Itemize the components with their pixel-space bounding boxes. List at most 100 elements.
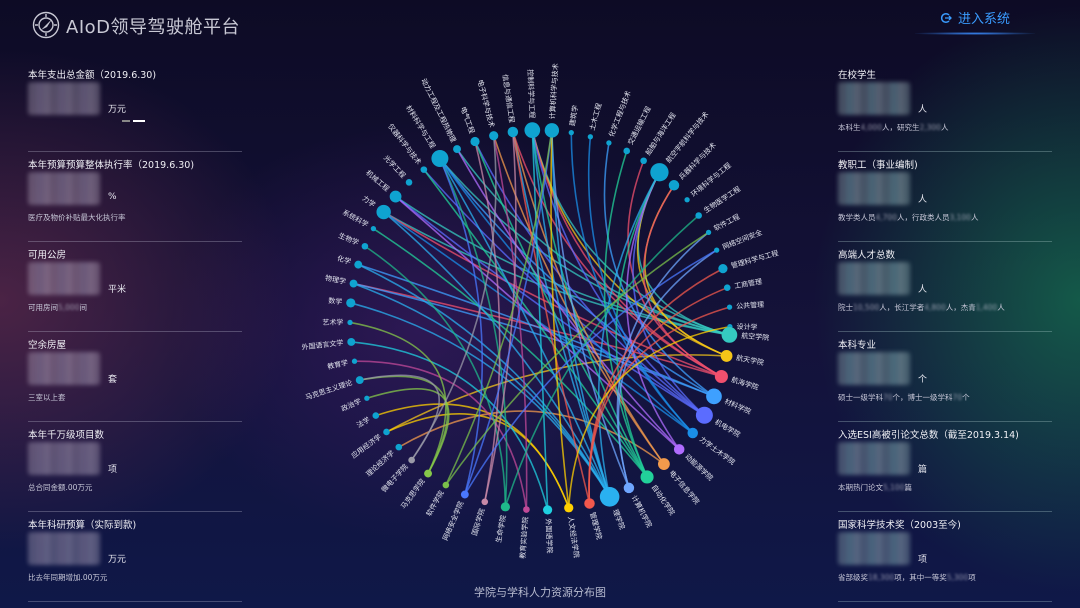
detail-text: 篇 <box>904 483 912 492</box>
chord-node[interactable] <box>354 260 363 269</box>
chord-link <box>439 158 611 498</box>
chord-node[interactable] <box>489 131 499 141</box>
chord-node[interactable] <box>346 298 356 308</box>
chord-node[interactable] <box>364 395 370 401</box>
stat-title: 国家科学技术奖（2003至今) <box>838 520 961 531</box>
chord-node[interactable] <box>543 505 553 515</box>
chord-node[interactable] <box>723 284 731 291</box>
chord-node[interactable] <box>587 134 594 140</box>
chord-node[interactable] <box>431 150 449 168</box>
chord-node[interactable] <box>640 470 654 484</box>
stat-card: 本年预算预算整体执行率（2019.6.30) % 医疗及物价补贴最大化执行率 <box>28 152 242 242</box>
chord-node[interactable] <box>606 140 612 146</box>
chord-link <box>439 158 508 507</box>
chord-node[interactable] <box>424 469 433 478</box>
chord-node[interactable] <box>684 197 690 203</box>
chord-node[interactable] <box>405 179 413 186</box>
chord-node-label: 自动化学院 <box>650 483 677 517</box>
chord-node[interactable] <box>721 327 738 343</box>
stat-unit: 套 <box>108 375 118 385</box>
chord-node[interactable] <box>687 427 698 439</box>
chord-node[interactable] <box>453 145 461 154</box>
stat-card: 空余房屋 套三室以上套 <box>28 332 242 422</box>
chord-link <box>439 158 483 495</box>
chord-node-label: 工商管理 <box>734 277 763 291</box>
chord-node[interactable] <box>695 406 713 424</box>
enter-underline-glow <box>915 32 1035 35</box>
detail-text: .00万元 <box>80 573 108 582</box>
chord-node[interactable] <box>349 279 358 288</box>
stat-card: 可用公房 平米 可用房间5,000间 <box>28 242 242 332</box>
chord-node[interactable] <box>383 428 390 436</box>
chord-node[interactable] <box>695 212 702 219</box>
chord-link <box>445 231 710 486</box>
detail-text: 人，研究生 <box>881 123 920 132</box>
chord-node[interactable] <box>351 358 358 364</box>
chord-node[interactable] <box>370 226 377 232</box>
detail-text: 总合同金额 <box>28 483 66 492</box>
chord-node[interactable] <box>408 456 415 464</box>
chord-node[interactable] <box>442 481 450 489</box>
chord-link <box>550 130 570 508</box>
carousel-dot-active[interactable] <box>133 120 145 122</box>
chord-node[interactable] <box>481 498 489 506</box>
chord-node[interactable] <box>361 242 369 250</box>
stat-card: 本年科研预算（实际到款) 万元 比去年同期增加.00万元 <box>28 512 242 602</box>
chord-node[interactable] <box>640 157 647 165</box>
enter-system-label: 进入系统 <box>958 12 1011 27</box>
stat-card: 在校学生 人本科生4,000人，研究生2,300人 <box>838 62 1052 152</box>
detail-text: 套 <box>58 393 66 402</box>
stat-detail: 比去年同期增加.00万元 <box>28 572 107 583</box>
chord-node[interactable] <box>523 506 530 513</box>
chord-link <box>410 135 497 461</box>
chord-node[interactable] <box>714 369 728 384</box>
enter-system-button[interactable]: 进入系统 <box>940 8 1010 27</box>
chord-node[interactable] <box>347 337 356 346</box>
chord-node-label: 管理科学与工程 <box>730 248 780 270</box>
detail-value: 1,400 <box>975 303 998 312</box>
chord-node[interactable] <box>420 166 428 173</box>
chord-node[interactable] <box>524 122 541 139</box>
chord-node[interactable] <box>718 264 728 274</box>
chord-node[interactable] <box>657 458 670 470</box>
chord-link <box>353 282 715 398</box>
chord-link <box>551 130 611 498</box>
chord-node[interactable] <box>720 350 733 362</box>
chord-node[interactable] <box>706 388 722 405</box>
chord-node[interactable] <box>673 444 685 455</box>
chord-node[interactable] <box>726 304 733 310</box>
chord-node[interactable] <box>623 482 635 494</box>
chord-node[interactable] <box>507 126 519 138</box>
chord-node-label: 生命学院 <box>494 514 508 543</box>
chord-node[interactable] <box>564 503 574 513</box>
chord-node[interactable] <box>623 147 631 155</box>
chord-node[interactable] <box>460 490 469 499</box>
chord-link <box>531 129 705 416</box>
chord-node[interactable] <box>668 180 680 191</box>
chord-node[interactable] <box>544 123 560 138</box>
carousel-dot[interactable] <box>122 120 130 122</box>
stat-title: 本年预算预算整体执行率（2019.6.30) <box>28 160 195 171</box>
stat-value-blurred <box>838 442 910 475</box>
chord-node[interactable] <box>376 204 391 220</box>
chord-node[interactable] <box>355 376 364 384</box>
carousel-indicator[interactable] <box>122 120 145 122</box>
chord-node[interactable] <box>372 412 380 419</box>
chord-node[interactable] <box>347 319 353 326</box>
chord-node[interactable] <box>568 129 574 136</box>
chord-node[interactable] <box>650 163 669 182</box>
chord-node[interactable] <box>470 136 480 147</box>
chord-node[interactable] <box>599 486 620 507</box>
chord-link <box>395 195 705 416</box>
chord-link <box>464 130 553 495</box>
chord-node[interactable] <box>500 502 510 512</box>
chord-node[interactable] <box>395 443 403 451</box>
chord-node[interactable] <box>705 229 712 235</box>
chord-node[interactable] <box>389 190 402 203</box>
chord-node[interactable] <box>584 498 595 509</box>
chord-link <box>398 410 665 465</box>
stat-title: 入选ESI高被引论文总数（截至2019.3.14) <box>838 430 1019 441</box>
detail-value: 4,700 <box>875 213 897 222</box>
stat-title: 可用公房 <box>28 250 67 261</box>
chord-node[interactable] <box>714 247 720 253</box>
